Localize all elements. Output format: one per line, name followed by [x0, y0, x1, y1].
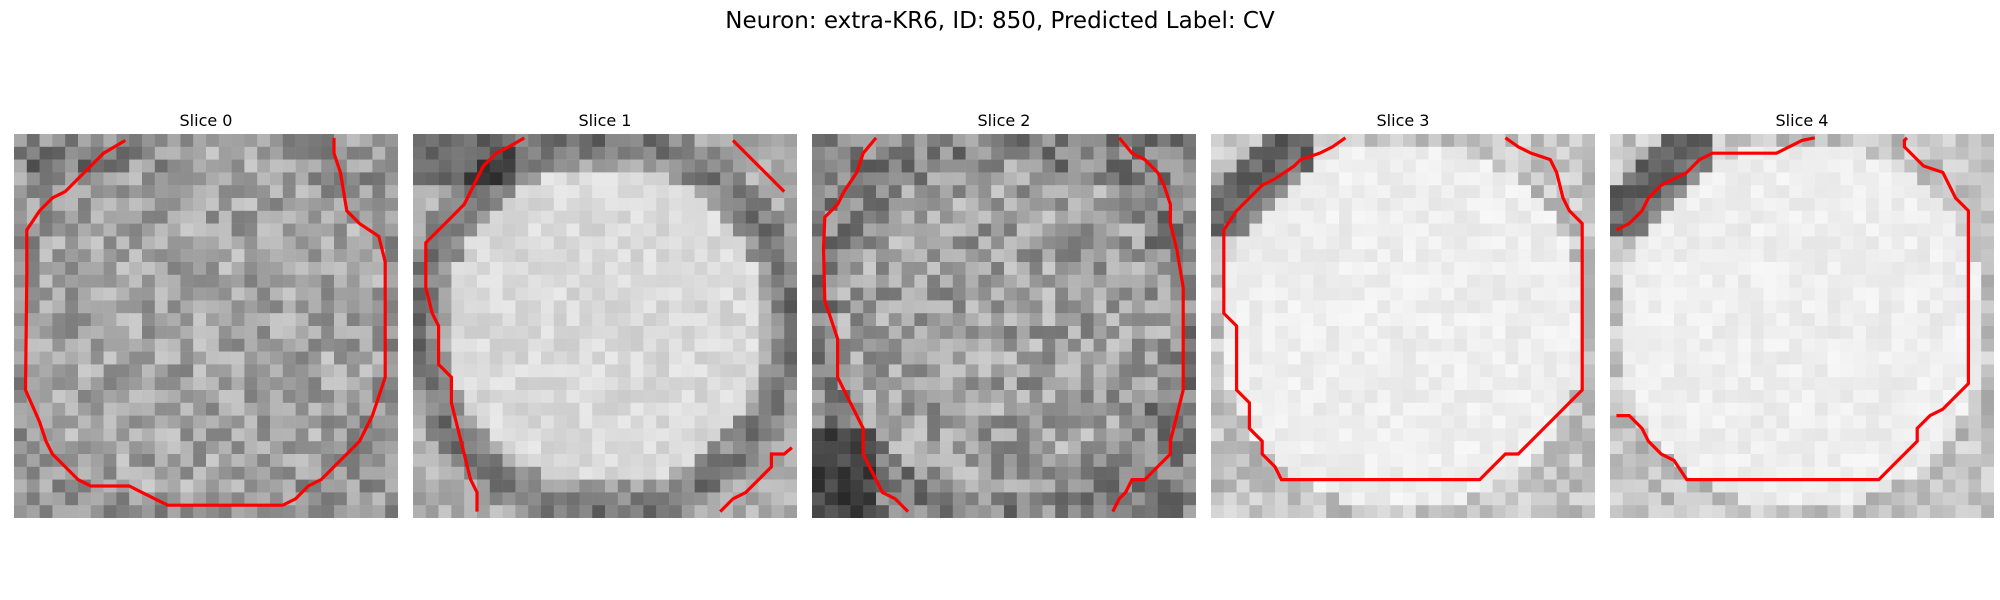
contour-line-1c — [719, 446, 793, 513]
slice-title-4: Slice 4 — [1775, 111, 1829, 130]
slice-title-1: Slice 1 — [578, 111, 632, 130]
slice-panel-0: Slice 0 — [14, 110, 398, 518]
contour-line-4 — [1615, 136, 1816, 232]
contour-line-4b — [1616, 136, 1970, 482]
slice-image-4 — [1610, 134, 1994, 518]
slice-panel-2: Slice 2 — [812, 110, 1196, 518]
contour-line-1b — [731, 139, 786, 193]
slice-image-1 — [413, 134, 797, 518]
figure-title: Neuron: extra-KR6, ID: 850, Predicted La… — [725, 8, 1275, 34]
slice-title-3: Slice 3 — [1376, 111, 1430, 130]
slice-image-3 — [1211, 134, 1595, 518]
slice-panel-1: Slice 1 — [413, 110, 797, 518]
contour-line-2 — [821, 136, 910, 513]
slice-title-2: Slice 2 — [977, 111, 1031, 130]
contour-line-2b — [1111, 136, 1185, 513]
slice-panel-3: Slice 3 — [1211, 110, 1595, 518]
slice-image-0 — [14, 134, 398, 518]
contour-line-1 — [424, 136, 526, 512]
slice-image-2 — [812, 134, 1196, 518]
slice-panel-4: Slice 4 — [1610, 110, 1994, 518]
slice-title-0: Slice 0 — [179, 111, 233, 130]
contour-line-3 — [1222, 136, 1584, 482]
contour-line-0 — [23, 137, 387, 507]
